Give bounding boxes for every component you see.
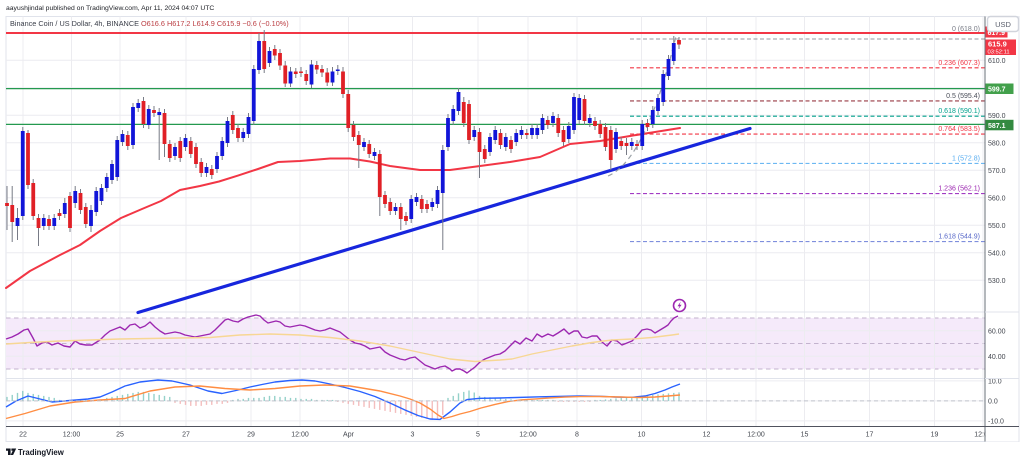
svg-text:12:00: 12:00 bbox=[63, 431, 81, 438]
svg-text:615.9: 615.9 bbox=[988, 40, 1007, 49]
svg-text:599.7: 599.7 bbox=[988, 87, 1006, 94]
svg-text:560.0: 560.0 bbox=[988, 195, 1006, 202]
svg-text:10.0: 10.0 bbox=[988, 378, 1002, 385]
svg-text:1.236 (562.1): 1.236 (562.1) bbox=[938, 186, 980, 193]
svg-text:19: 19 bbox=[931, 431, 939, 438]
svg-text:29: 29 bbox=[247, 431, 255, 438]
svg-text:5: 5 bbox=[476, 431, 480, 438]
svg-text:0.0: 0.0 bbox=[988, 398, 998, 405]
svg-text:15: 15 bbox=[801, 431, 809, 438]
svg-text:40.00: 40.00 bbox=[988, 354, 1006, 361]
svg-text:60.00: 60.00 bbox=[988, 328, 1006, 335]
svg-text:USD: USD bbox=[995, 20, 1011, 29]
svg-text:-10.0: -10.0 bbox=[988, 418, 1004, 425]
svg-text:0.5 (595.4): 0.5 (595.4) bbox=[946, 93, 980, 100]
svg-text:12:00: 12:00 bbox=[974, 431, 992, 438]
svg-text:0.764 (583.5): 0.764 (583.5) bbox=[938, 126, 980, 133]
svg-text:1 (572.8): 1 (572.8) bbox=[952, 155, 980, 162]
svg-text:570.0: 570.0 bbox=[988, 168, 1006, 175]
svg-text:540.0: 540.0 bbox=[988, 250, 1006, 257]
svg-text:590.0: 590.0 bbox=[988, 113, 1006, 120]
svg-text:610.0: 610.0 bbox=[988, 58, 1006, 65]
svg-text:12:00: 12:00 bbox=[291, 431, 309, 438]
svg-text:0 (618.0): 0 (618.0) bbox=[952, 26, 980, 33]
svg-text:587.1: 587.1 bbox=[988, 123, 1006, 130]
svg-text:8: 8 bbox=[575, 431, 579, 438]
svg-text:0.236 (607.3): 0.236 (607.3) bbox=[938, 60, 980, 67]
svg-text:17: 17 bbox=[866, 431, 874, 438]
svg-text:aayushjindal published on Trad: aayushjindal published on TradingView.co… bbox=[6, 5, 214, 12]
svg-text:12: 12 bbox=[703, 431, 711, 438]
svg-text:25: 25 bbox=[116, 431, 124, 438]
svg-text:22: 22 bbox=[19, 431, 27, 438]
svg-text:Apr: Apr bbox=[343, 431, 355, 438]
svg-text:10: 10 bbox=[638, 431, 646, 438]
svg-text:TradingView: TradingView bbox=[18, 448, 65, 457]
svg-text:550.0: 550.0 bbox=[988, 223, 1006, 230]
svg-text:3: 3 bbox=[411, 431, 415, 438]
svg-text:03:52:11: 03:52:11 bbox=[988, 50, 1010, 56]
svg-text:27: 27 bbox=[182, 431, 190, 438]
svg-text:530.0: 530.0 bbox=[988, 278, 1006, 285]
svg-text:1.618 (544.9): 1.618 (544.9) bbox=[938, 234, 980, 241]
svg-text:580.0: 580.0 bbox=[988, 140, 1006, 147]
svg-text:0.618 (590.1): 0.618 (590.1) bbox=[938, 108, 980, 115]
svg-text:Binance Coin / US Dollar, 4h,: Binance Coin / US Dollar, 4h, BINANCE O6… bbox=[10, 19, 289, 28]
svg-text:12:00: 12:00 bbox=[519, 431, 537, 438]
svg-text:617.9: 617.9 bbox=[988, 30, 1006, 37]
svg-text:12:00: 12:00 bbox=[747, 431, 765, 438]
